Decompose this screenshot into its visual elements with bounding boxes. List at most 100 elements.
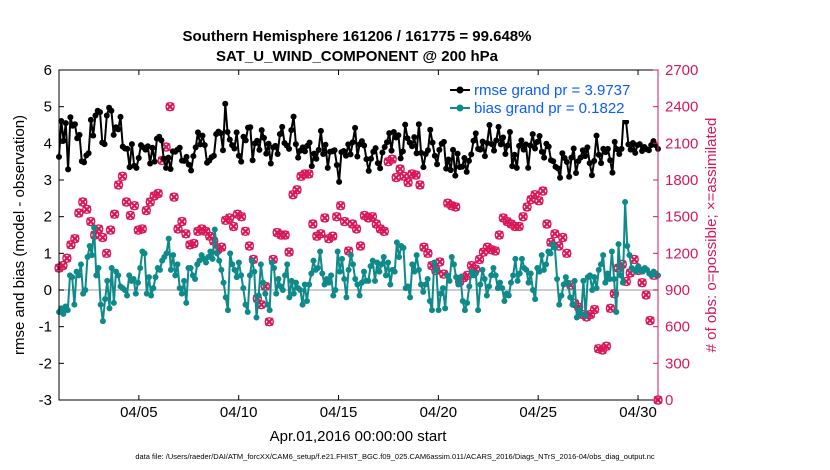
- y-tick-label: -1: [39, 319, 52, 336]
- bias-point: [246, 272, 253, 279]
- bias-point: [222, 294, 229, 301]
- rmse-point: [502, 150, 509, 157]
- bias-point: [448, 254, 455, 260]
- rmse-point: [573, 170, 580, 177]
- rmse-point: [87, 116, 94, 123]
- obs-possible-marker: [153, 188, 163, 199]
- rmse-point: [167, 166, 174, 172]
- bias-point: [77, 261, 84, 268]
- rmse-point: [584, 144, 591, 151]
- bias-point: [336, 268, 343, 275]
- obs-possible-marker: [70, 233, 80, 244]
- obs-possible-marker: [474, 254, 485, 265]
- bias-point: [156, 266, 163, 273]
- obs-possible-marker: [605, 303, 616, 314]
- obs-assimilated-marker: [241, 226, 250, 236]
- bias-point: [325, 279, 332, 286]
- obs-assimilated-marker: [129, 201, 139, 211]
- rmse-point: [420, 164, 427, 171]
- rmse-point: [609, 169, 616, 176]
- obs-possible-marker: [82, 204, 92, 215]
- rmse-point: [292, 141, 299, 148]
- obs-possible-marker: [423, 248, 433, 259]
- bias-point: [130, 276, 137, 282]
- bias-point: [167, 266, 174, 273]
- obs-possible-marker: [62, 253, 72, 263]
- obs-possible-marker: [216, 242, 227, 252]
- rmse-point: [349, 139, 356, 146]
- obs-assimilated-marker: [340, 217, 349, 226]
- rmse-point: [518, 137, 525, 144]
- y-right-axis-ticks: 0 300 600 900 1200 1500 1800 2100 2400 2700: [653, 62, 698, 409]
- bias-point: [382, 272, 389, 279]
- obs-possible-marker: [395, 164, 405, 174]
- rmse-point: [313, 155, 320, 162]
- bias-point: [339, 255, 346, 262]
- obs-assimilated-marker: [161, 142, 171, 152]
- y-axis-ticks: -3 -2 -1 0 1 2 3 4 5 6: [39, 62, 64, 409]
- bias-point: [330, 292, 337, 299]
- rmse-point: [381, 144, 388, 150]
- bias-point: [499, 285, 506, 292]
- bias-point: [314, 265, 321, 271]
- obs-possible-marker: [320, 213, 330, 223]
- rmse-point: [404, 135, 411, 142]
- obs-possible-marker: [240, 226, 251, 237]
- bias-point: [479, 266, 486, 273]
- obs-assimilated-marker: [494, 230, 504, 240]
- rmse-point: [295, 154, 302, 161]
- bias-point: [93, 272, 100, 279]
- rmse-point: [479, 138, 486, 145]
- obs-assimilated-marker: [137, 224, 147, 234]
- rmse-point: [272, 142, 279, 149]
- y-right-tick-label: 1200: [665, 245, 698, 262]
- rmse-point: [459, 163, 466, 170]
- rmse-point: [550, 158, 557, 165]
- rmse-point: [413, 150, 420, 157]
- data-file-footer: data file: /Users/raeder/DAI/ATM_forcXX/…: [135, 452, 655, 461]
- rmse-point: [497, 141, 504, 148]
- obs-possible-marker: [74, 208, 84, 218]
- bias-point: [86, 243, 93, 249]
- obs-assimilated-marker: [304, 169, 314, 179]
- bias-point: [279, 287, 286, 293]
- obs-assimilated-marker: [189, 239, 199, 248]
- rmse-point: [363, 156, 370, 163]
- rmse-point: [486, 122, 493, 128]
- rmse-point: [493, 137, 500, 144]
- bias-point: [604, 270, 611, 277]
- bias-point: [268, 259, 275, 266]
- bias-point: [209, 255, 216, 262]
- rmse-point: [165, 154, 172, 161]
- rmse-point: [320, 150, 327, 157]
- obs-assimilated-marker: [387, 154, 397, 164]
- obs-assimilated-marker: [126, 211, 135, 220]
- obs-assimilated-marker: [217, 242, 227, 252]
- rmse-point: [324, 164, 331, 171]
- rmse-point: [233, 129, 240, 136]
- rmse-point: [645, 147, 652, 154]
- rmse-point: [256, 146, 263, 153]
- obs-assimilated-marker: [153, 189, 163, 198]
- rmse-point: [418, 149, 425, 156]
- bias-point: [591, 274, 598, 281]
- bias-point: [227, 250, 234, 257]
- x-axis-label: Apr.01,2016 00:00:00 start: [270, 428, 448, 445]
- obs-assimilated-marker: [411, 170, 421, 180]
- obs-possible-marker: [645, 315, 655, 326]
- y-tick-label: 6: [44, 62, 52, 79]
- bias-point: [332, 287, 339, 293]
- bias-point: [486, 283, 493, 290]
- rmse-point: [434, 161, 441, 168]
- obs-assimilated-marker: [177, 217, 187, 226]
- bias-point: [435, 307, 442, 314]
- obs-assimilated-marker: [58, 261, 68, 270]
- rmse-point: [331, 147, 338, 154]
- rmse-point: [402, 121, 409, 128]
- rmse-point: [586, 160, 593, 167]
- bias-point: [615, 241, 622, 248]
- bias-point: [492, 272, 499, 279]
- bias-point: [110, 299, 117, 306]
- obs-assimilated-marker: [606, 303, 615, 313]
- obs-possible-marker: [518, 211, 528, 222]
